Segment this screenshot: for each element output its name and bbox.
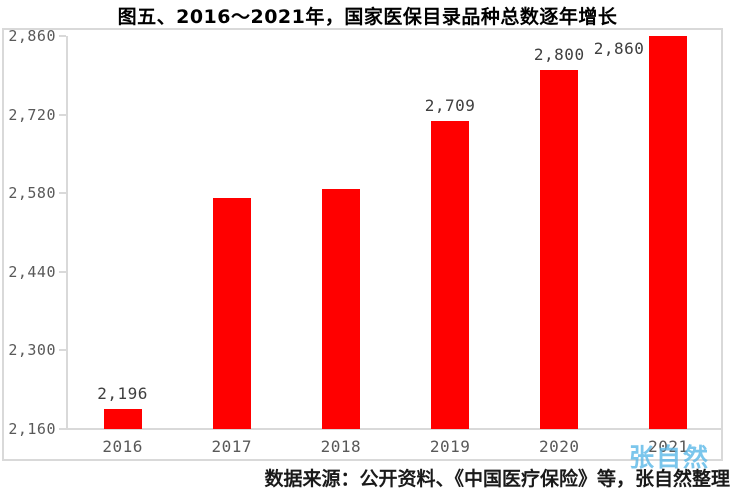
bar-2016 xyxy=(103,408,142,429)
y-tickmark xyxy=(59,270,66,273)
x-tick-label: 2018 xyxy=(320,437,362,456)
y-tick-label: 2,160 xyxy=(8,420,56,438)
bar-value-label: 2,196 xyxy=(97,383,148,403)
x-tick-label: 2016 xyxy=(102,437,143,456)
bar-2019 xyxy=(431,120,470,429)
chart-frame xyxy=(2,28,723,461)
y-tickmark xyxy=(59,349,66,352)
bar-value-label: 2,709 xyxy=(424,95,476,115)
y-tickmark xyxy=(59,428,66,430)
chart-title: 图五、2016～2021年，国家医保目录品种总数逐年增长 xyxy=(117,6,618,28)
y-tickmark xyxy=(59,113,66,116)
watermark: 张自然 xyxy=(629,443,711,472)
y-tick-label: 2,300 xyxy=(8,341,56,360)
y-tick-label: 2,440 xyxy=(8,262,56,281)
bar-2018 xyxy=(321,188,360,429)
x-tick-label: 2020 xyxy=(538,437,580,456)
bar-value-label: 2,860 xyxy=(593,39,645,58)
y-tickmark xyxy=(59,192,66,195)
bar-2021 xyxy=(649,36,688,429)
x-axis-line xyxy=(66,428,723,430)
bar-value-label: 2,800 xyxy=(533,44,585,64)
y-tickmark xyxy=(59,35,66,37)
x-tick-label: 2017 xyxy=(211,437,253,456)
y-tick-label: 2,860 xyxy=(8,27,56,45)
bar-2020 xyxy=(540,69,579,429)
x-tick-label: 2021 xyxy=(648,437,689,456)
source-note: 数据来源：公开资料、《中国医疗保险》等，张自然整理 xyxy=(264,468,730,490)
y-tick-label: 2,580 xyxy=(8,184,56,203)
y-tick-label: 2,720 xyxy=(8,105,56,124)
bar-2017 xyxy=(212,198,251,429)
y-axis-line xyxy=(66,36,68,429)
x-tick-label: 2019 xyxy=(429,437,471,456)
